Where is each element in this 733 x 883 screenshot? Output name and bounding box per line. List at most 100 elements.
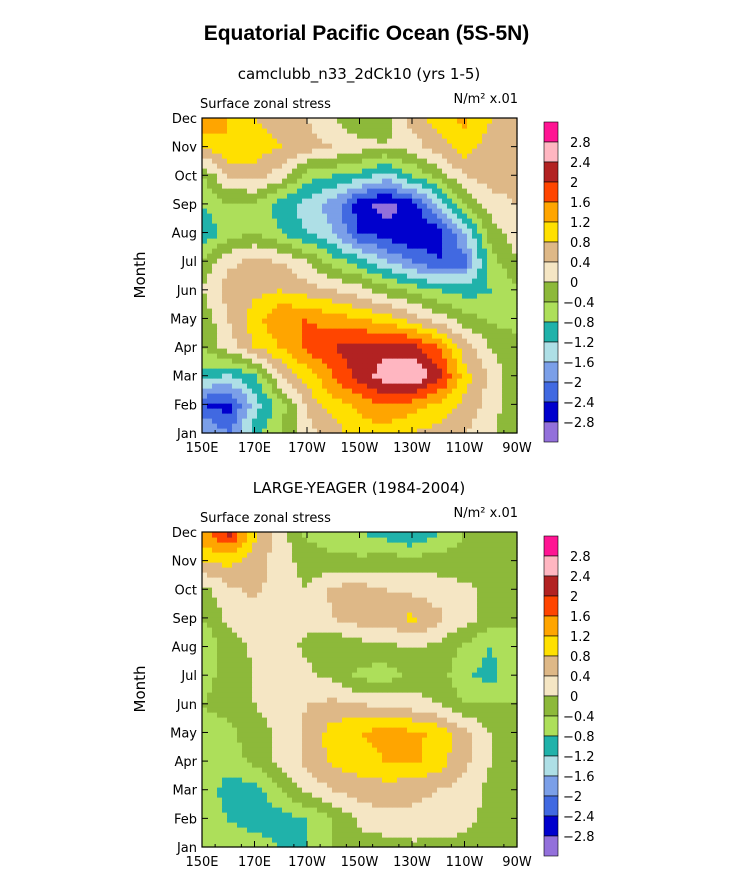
contour-cell — [237, 797, 243, 803]
contour-cell — [427, 268, 433, 274]
contour-cell — [442, 188, 448, 194]
contour-cell — [252, 138, 258, 144]
colorbar-label: −2.4 — [563, 396, 595, 411]
contour-cell — [417, 158, 423, 164]
contour-cell — [242, 398, 248, 404]
contour-cell — [447, 827, 453, 833]
contour-cell — [442, 293, 448, 299]
contour-cell — [412, 797, 418, 803]
contour-cell — [432, 208, 438, 214]
contour-cell — [287, 842, 293, 848]
contour-cell — [257, 203, 263, 209]
contour-cell — [372, 218, 378, 224]
contour-cell — [342, 313, 348, 319]
contour-cell — [257, 328, 263, 334]
contour-cell — [357, 363, 363, 369]
contour-cell — [267, 288, 273, 294]
contour-cell — [247, 258, 253, 264]
contour-cell — [497, 128, 503, 134]
contour-cell — [377, 183, 383, 189]
contour-cell — [257, 123, 263, 129]
contour-cell — [337, 428, 343, 434]
contour-cell — [372, 253, 378, 259]
contour-cell — [372, 248, 378, 254]
contour-cell — [372, 797, 378, 803]
contour-cell — [267, 318, 273, 324]
contour-cell — [367, 323, 373, 329]
contour-cell — [217, 837, 223, 843]
contour-cell — [227, 293, 233, 299]
contour-cell — [327, 303, 333, 309]
contour-cell — [237, 178, 243, 184]
contour-cell — [507, 378, 513, 384]
contour-cell — [322, 807, 328, 813]
contour-cell — [472, 807, 478, 813]
contour-cell — [407, 388, 413, 394]
contour-cell — [472, 183, 478, 189]
contour-cell — [382, 343, 388, 349]
contour-cell — [337, 148, 343, 154]
contour-cell — [507, 782, 513, 788]
contour-cell — [312, 278, 318, 284]
contour-cell — [442, 198, 448, 204]
contour-cell — [467, 807, 473, 813]
contour-cell — [402, 138, 408, 144]
contour-cell — [487, 173, 493, 179]
contour-cell — [347, 368, 353, 374]
contour-cell — [462, 133, 468, 139]
contour-cell — [362, 283, 368, 289]
contour-cell — [412, 827, 418, 833]
contour-cell — [507, 328, 513, 334]
contour-cell — [227, 413, 233, 419]
contour-cell — [477, 832, 483, 838]
contour-cell — [392, 203, 398, 209]
contour-cell — [257, 238, 263, 244]
contour-cell — [417, 238, 423, 244]
contour-cell — [442, 233, 448, 239]
contour-cell — [257, 832, 263, 838]
contour-cell — [387, 253, 393, 259]
contour-cell — [247, 363, 253, 369]
contour-cell — [447, 173, 453, 179]
contour-cell — [322, 812, 328, 818]
contour-cell — [512, 338, 518, 344]
contour-cell — [392, 148, 398, 154]
contour-cell — [432, 258, 438, 264]
contour-cell — [502, 258, 508, 264]
contour-cell — [297, 418, 303, 424]
contour-cell — [287, 792, 293, 798]
contour-cell — [262, 423, 268, 429]
contour-cell — [217, 812, 223, 818]
contour-cell — [497, 413, 503, 419]
contour-cell — [282, 193, 288, 199]
contour-cell — [222, 253, 228, 259]
contour-cell — [257, 148, 263, 154]
contour-cell — [342, 138, 348, 144]
contour-cell — [502, 388, 508, 394]
contour-cell — [417, 378, 423, 384]
contour-cell — [462, 368, 468, 374]
contour-cell — [272, 298, 278, 304]
contour-cell — [267, 283, 273, 289]
contour-cell — [512, 253, 518, 259]
contour-cell — [302, 842, 308, 848]
contour-cell — [302, 807, 308, 813]
contour-cell — [312, 797, 318, 803]
contour-cell — [422, 418, 428, 424]
contour-cell — [457, 178, 463, 184]
contour-cell — [512, 842, 518, 848]
contour-cell — [302, 383, 308, 389]
contour-cell — [237, 822, 243, 828]
contour-cell — [407, 822, 413, 828]
contour-cell — [492, 817, 498, 823]
contour-cell — [347, 827, 353, 833]
contour-cell — [352, 358, 358, 364]
contour-cell — [492, 228, 498, 234]
contour-cell — [387, 782, 393, 788]
contour-cell — [442, 358, 448, 364]
contour-cell — [267, 418, 273, 424]
contour-cell — [212, 138, 218, 144]
contour-cell — [317, 343, 323, 349]
contour-cell — [492, 283, 498, 289]
contour-cell — [362, 258, 368, 264]
